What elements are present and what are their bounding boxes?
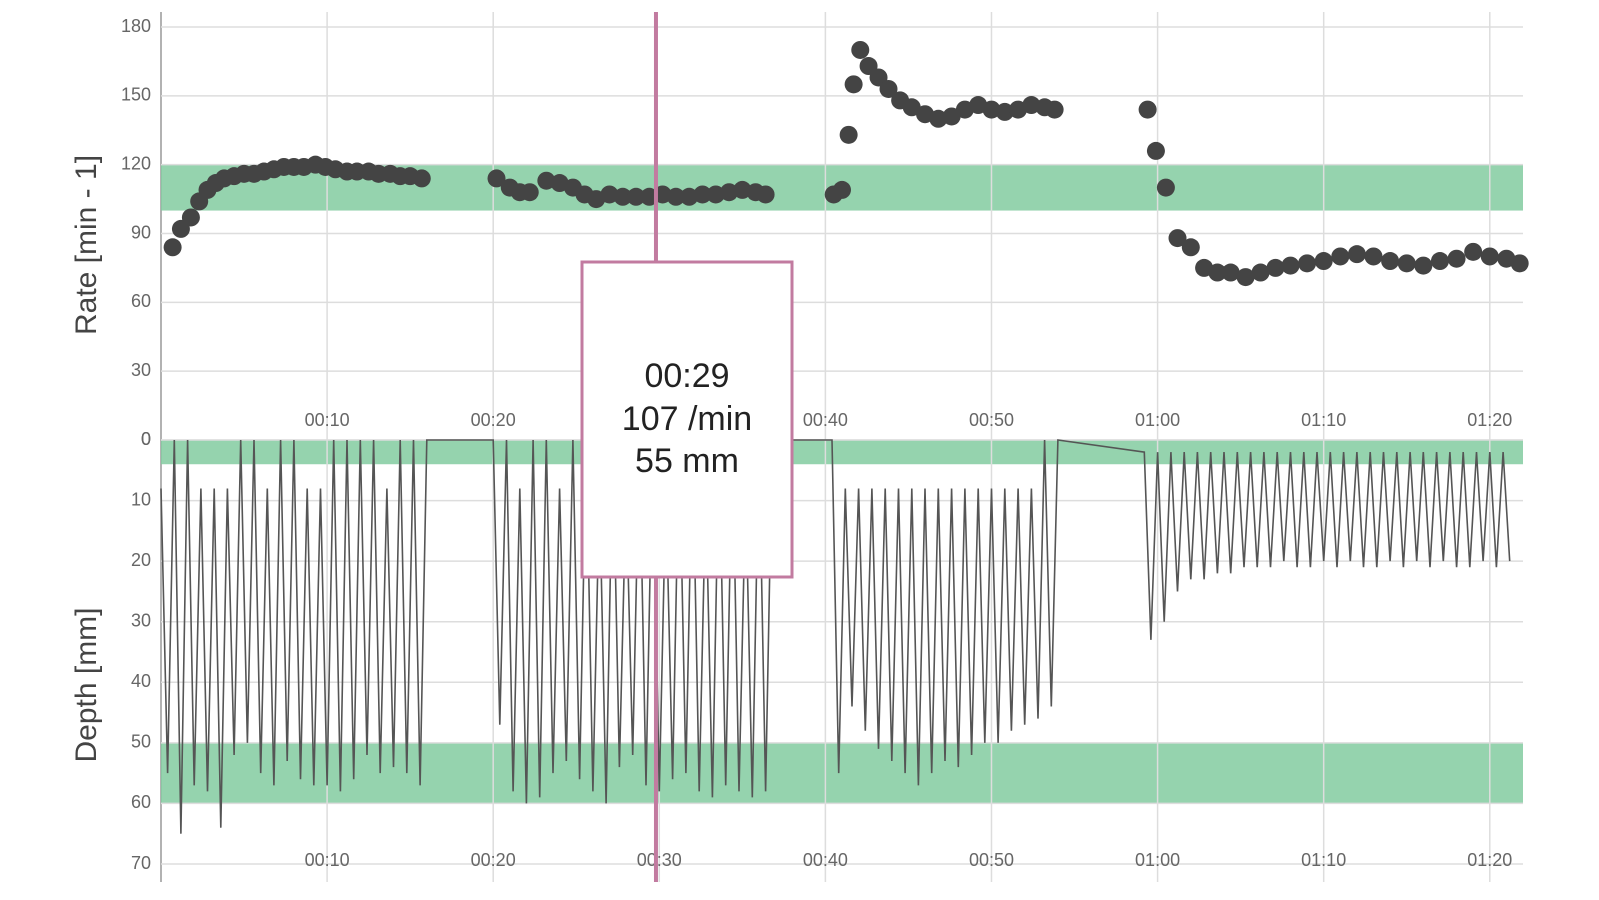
rate-point bbox=[1414, 256, 1433, 275]
y-tick-label: 0 bbox=[141, 429, 151, 449]
y-tick-label: 30 bbox=[131, 610, 151, 630]
x-tick-label: 00:50 bbox=[969, 410, 1014, 430]
rate-point bbox=[1314, 252, 1333, 271]
rate-point bbox=[627, 187, 646, 206]
rate-point bbox=[1022, 96, 1041, 115]
y-tick-label: 0 bbox=[141, 429, 151, 449]
rate-point bbox=[706, 185, 725, 204]
x-tick-label: 00:40 bbox=[803, 850, 848, 870]
x-tick-label: 00:20 bbox=[471, 850, 516, 870]
rate-point bbox=[1266, 258, 1285, 277]
rate-point bbox=[1464, 242, 1483, 261]
rate-point bbox=[833, 180, 851, 199]
rate-point bbox=[1364, 247, 1383, 266]
rate-point bbox=[995, 102, 1014, 121]
x-tick-label: 01:10 bbox=[1301, 850, 1346, 870]
rate-point bbox=[1045, 100, 1064, 119]
x-tick-label: 01:10 bbox=[1301, 410, 1346, 430]
target-band bbox=[161, 742, 1523, 804]
rate-point bbox=[1181, 238, 1200, 257]
y-tick-label: 70 bbox=[131, 853, 151, 873]
y-tick-label: 50 bbox=[131, 732, 151, 752]
rate-point bbox=[1298, 254, 1317, 273]
tooltip-depth: 55 mm bbox=[635, 442, 739, 480]
y-tick-label: 10 bbox=[131, 489, 151, 509]
rate-point bbox=[1251, 263, 1270, 282]
y-tick-label: 120 bbox=[121, 153, 151, 173]
rate-point bbox=[1168, 229, 1187, 248]
y-tick-label: 30 bbox=[131, 360, 151, 380]
x-tick-label: 00:40 bbox=[803, 410, 848, 430]
rate-point bbox=[756, 185, 775, 204]
x-tick-label: 00:10 bbox=[305, 410, 350, 430]
depth-line bbox=[160, 439, 1511, 834]
y-tick-label: 180 bbox=[121, 16, 151, 36]
y-tick-label: 20 bbox=[131, 550, 151, 570]
rate-point bbox=[163, 238, 182, 257]
rate-point bbox=[1430, 252, 1449, 271]
rate-point bbox=[1347, 245, 1366, 264]
x-tick-label: 01:20 bbox=[1467, 410, 1512, 430]
rate-point bbox=[1156, 178, 1175, 197]
rate-point bbox=[520, 183, 539, 202]
rate-point bbox=[720, 183, 739, 202]
rate-point bbox=[733, 180, 752, 199]
rate-point bbox=[1447, 249, 1466, 268]
rate-point bbox=[929, 109, 948, 128]
rate-point bbox=[181, 208, 200, 227]
rate-point bbox=[1331, 247, 1350, 266]
tooltip-box bbox=[580, 260, 794, 579]
rate-point bbox=[1510, 254, 1529, 273]
rate-point bbox=[1480, 247, 1499, 266]
x-tick-label: 00:10 bbox=[305, 850, 350, 870]
rate-point bbox=[600, 185, 619, 204]
rate-point bbox=[1208, 263, 1227, 282]
rate-point bbox=[487, 169, 506, 188]
y-tick-label: 60 bbox=[131, 291, 151, 311]
y-axis-label: Depth [mm] bbox=[70, 607, 103, 762]
y-tick-label: 90 bbox=[131, 222, 151, 242]
x-tick-label: 00:50 bbox=[969, 850, 1014, 870]
tooltip-time: 00:29 bbox=[644, 357, 729, 395]
rate-point bbox=[537, 171, 556, 190]
target-band bbox=[161, 440, 1523, 465]
rate-point bbox=[844, 75, 863, 94]
y-axis-label: Rate [min - 1] bbox=[70, 155, 103, 335]
rate-point bbox=[902, 98, 921, 117]
x-tick-label: 01:00 bbox=[1135, 850, 1180, 870]
y-tick-label: 40 bbox=[131, 671, 151, 691]
rate-point bbox=[613, 187, 632, 206]
rate-point bbox=[653, 185, 672, 204]
rate-point bbox=[640, 187, 659, 206]
rate-point bbox=[982, 100, 1001, 119]
rate-point bbox=[879, 79, 898, 98]
tooltip-rate: 107 /min bbox=[622, 400, 752, 438]
tooltip: 00:29 107 /min 55 mm bbox=[580, 260, 794, 579]
rate-point bbox=[666, 187, 685, 206]
x-tick-label: 01:20 bbox=[1467, 850, 1512, 870]
rate-point bbox=[839, 125, 858, 144]
rate-point bbox=[693, 185, 712, 204]
rate-point bbox=[1146, 141, 1165, 160]
x-tick-label: 00:30 bbox=[637, 850, 682, 870]
rate-point bbox=[942, 107, 961, 126]
rate-point bbox=[412, 169, 431, 188]
rate-point bbox=[1397, 254, 1416, 273]
rate-point bbox=[680, 187, 699, 206]
plot-area: 0 30 60 90 120 150 180 00:10 00:20 00:40 00:50 01:0… bbox=[70, 12, 1529, 882]
rate-point bbox=[1236, 268, 1255, 287]
x-tick-label: 00:20 bbox=[471, 410, 516, 430]
rate-point bbox=[1281, 256, 1300, 275]
y-tick-label: 150 bbox=[121, 85, 151, 105]
rate-point bbox=[1221, 263, 1240, 282]
y-tick-label: 60 bbox=[131, 792, 151, 812]
rate-point bbox=[1381, 252, 1400, 271]
rate-point bbox=[851, 40, 870, 59]
x-tick-label: 01:00 bbox=[1135, 410, 1180, 430]
rate-point bbox=[1138, 100, 1157, 119]
